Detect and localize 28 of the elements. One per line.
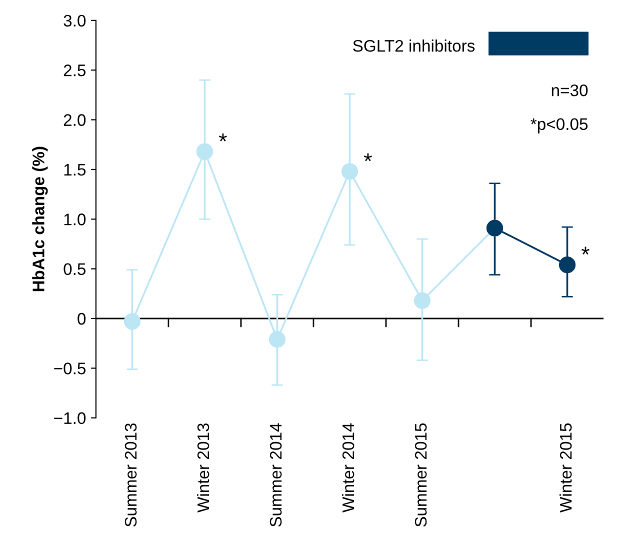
x-tick-label: Winter 2013	[196, 423, 210, 513]
annotation: *	[218, 134, 227, 142]
point	[196, 143, 214, 160]
y-axis-title: HbA1c change (%)	[32, 146, 48, 292]
x-tick-label: Summer 2015	[414, 423, 427, 527]
y-tick-label: 1.5	[64, 164, 86, 176]
annotation: n=30	[552, 84, 588, 96]
y-tick-label: −0.5	[54, 362, 86, 374]
y-tick-label: 2.5	[64, 64, 86, 76]
y-tick-label: −1.0	[54, 412, 86, 424]
point	[558, 256, 576, 274]
annotation: *p<0.05	[530, 118, 588, 134]
y-tick-label: 2.0	[64, 114, 86, 126]
point	[341, 163, 358, 180]
x-tick-label: Summer 2013	[124, 423, 137, 527]
y-tick-label: 0.5	[64, 263, 86, 276]
annotation: *	[364, 153, 372, 162]
point	[124, 313, 141, 330]
point	[414, 292, 431, 309]
y-tick-label: 0	[78, 312, 86, 325]
x-tick-label: Winter 2014	[342, 423, 354, 513]
annotation: *	[582, 246, 590, 255]
text: SGLT2 inhibitors	[353, 40, 475, 52]
x-tick-label: Winter 2015	[560, 423, 572, 513]
y-tick-label: 3.0	[64, 14, 86, 27]
point	[268, 331, 286, 348]
y-tick-label: 1.0	[64, 214, 86, 226]
x-tick-label: Summer 2014	[270, 423, 282, 527]
